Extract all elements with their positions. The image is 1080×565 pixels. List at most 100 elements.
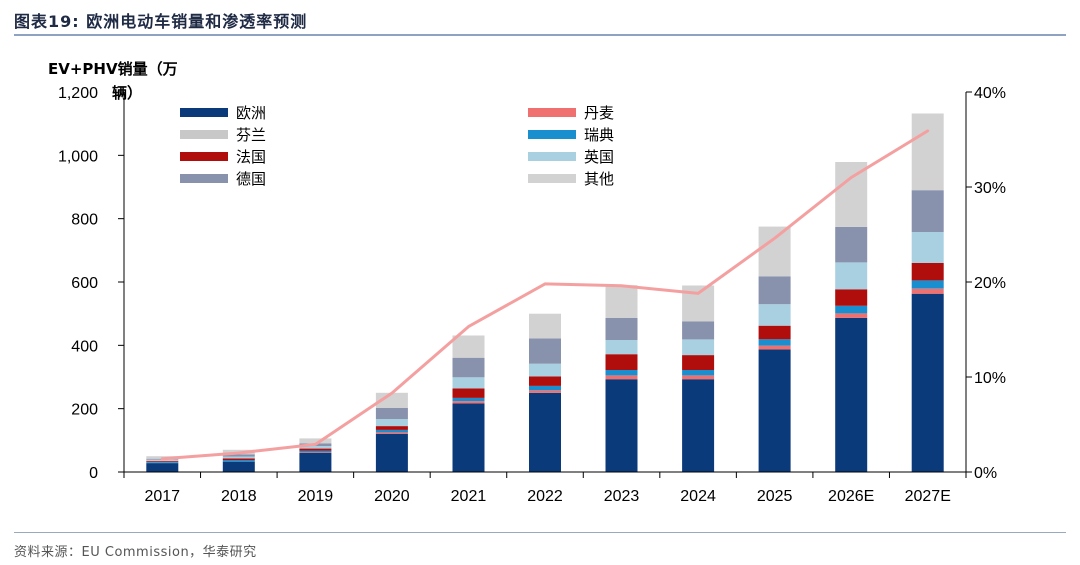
- bar-segment: [375, 392, 408, 408]
- x-tick-label: 2021: [451, 488, 487, 505]
- legend-label: 丹麦: [584, 104, 614, 122]
- bar-segment: [605, 340, 638, 355]
- bar-segment: [911, 113, 944, 191]
- bar-segment: [911, 280, 944, 289]
- bar-segment: [835, 313, 868, 318]
- y2-tick-label: 30%: [974, 180, 1006, 197]
- bar-segment: [452, 388, 485, 398]
- legend-label: 法国: [236, 148, 266, 166]
- y-tick-label: 1,200: [58, 85, 98, 102]
- bar-segment: [452, 401, 485, 404]
- bar-segment: [835, 289, 868, 306]
- bar-segment: [299, 446, 332, 449]
- bar-segment: [758, 339, 791, 346]
- bar-segment: [605, 375, 638, 380]
- bar-segment: [146, 461, 179, 463]
- bar-segment: [375, 432, 408, 434]
- x-tick-label: 2018: [221, 488, 257, 505]
- bar-segment: [682, 379, 715, 472]
- legend-label: 德国: [236, 170, 266, 188]
- bar-segment: [452, 377, 485, 389]
- bar-segment: [529, 376, 561, 386]
- title-divider: [14, 34, 1066, 36]
- chart-title: 图表19: 欧洲电动车销量和渗透率预测: [14, 12, 308, 31]
- y-tick-label: 200: [71, 402, 98, 419]
- bar-segment: [452, 335, 485, 358]
- bar-segment: [222, 458, 255, 460]
- bar-segment: [146, 460, 179, 462]
- bar-segment: [911, 293, 944, 472]
- legend-swatch: [528, 108, 576, 117]
- legend-label: 芬兰: [236, 126, 266, 144]
- legend-swatch: [180, 108, 228, 117]
- bar-segment: [299, 450, 332, 453]
- bar-segment: [146, 459, 179, 461]
- x-tick-label: 2026E: [828, 488, 874, 505]
- bar-segment: [758, 349, 791, 472]
- bar-segment: [529, 385, 561, 391]
- bar-segment: [452, 403, 485, 472]
- bar-segment: [758, 304, 791, 326]
- y-tick-label: 600: [71, 275, 98, 292]
- bar-segment: [299, 453, 332, 472]
- bar-segment: [222, 461, 255, 472]
- footer-divider: [14, 532, 1066, 533]
- x-tick-label: 2027E: [905, 488, 951, 505]
- title-bar: 图表19: 欧洲电动车销量和渗透率预测: [14, 6, 1066, 32]
- y2-tick-label: 20%: [974, 275, 1006, 292]
- bar-segment: [911, 232, 944, 263]
- legend-swatch: [180, 130, 228, 139]
- y-tick-label: 0: [89, 465, 98, 482]
- bar-segment: [682, 375, 715, 380]
- source-note: 资料来源：EU Commission，华泰研究: [14, 545, 257, 560]
- bar-segment: [452, 357, 485, 378]
- y2-tick-label: 10%: [974, 370, 1006, 387]
- x-tick-label: 2022: [527, 488, 563, 505]
- bar-segment: [682, 370, 715, 376]
- bar-segment: [452, 397, 485, 402]
- bar-segment: [146, 463, 179, 472]
- bar-segment: [911, 288, 944, 294]
- bar-segment: [835, 226, 868, 263]
- legend-swatch: [528, 152, 576, 161]
- legend-swatch: [528, 130, 576, 139]
- bar-segment: [375, 434, 408, 472]
- bar-segment: [911, 190, 944, 232]
- bar-segment: [758, 325, 791, 340]
- y-tick-label: 800: [71, 212, 98, 229]
- legend-label: 瑞典: [584, 126, 614, 144]
- y-axis-label: EV+PHV销量（万: [48, 60, 178, 78]
- y-tick-label: 1,000: [58, 148, 98, 165]
- bar-segment: [375, 426, 408, 430]
- bar-segment: [299, 448, 332, 451]
- bar-segment: [605, 285, 638, 318]
- bar-segment: [758, 276, 791, 305]
- bar-segment: [605, 317, 638, 340]
- y2-tick-label: 0%: [974, 465, 997, 482]
- bar-segment: [375, 419, 408, 427]
- bar-segment: [758, 226, 791, 277]
- bar-segment: [299, 452, 332, 453]
- bar-segment: [222, 456, 255, 459]
- x-tick-label: 2023: [604, 488, 640, 505]
- bar-segment: [529, 338, 561, 364]
- bar-segment: [682, 355, 715, 370]
- chart: 0 200 400 600 800 1,000 1,200 0% 10% 20% 30% 40% 201…: [48, 60, 1006, 505]
- legend-label: 其他: [584, 170, 614, 188]
- bar-segment: [529, 390, 561, 393]
- legend-swatch: [180, 152, 228, 161]
- bar-segment: [911, 263, 944, 281]
- bar-segment: [605, 354, 638, 370]
- legend-swatch: [528, 174, 576, 183]
- y-axis-label-wrap: 辆）: [112, 84, 142, 102]
- bar-segment: [682, 339, 715, 356]
- legend-label: 欧洲: [236, 104, 266, 122]
- x-tick-label: 2025: [757, 488, 793, 505]
- legend-swatch: [180, 174, 228, 183]
- y-tick-label: 400: [71, 338, 98, 355]
- bar-segment: [529, 313, 561, 339]
- bar-segment: [835, 317, 868, 472]
- y2-tick-label: 40%: [974, 85, 1006, 102]
- bar-segment: [605, 370, 638, 376]
- bar-segment: [605, 379, 638, 472]
